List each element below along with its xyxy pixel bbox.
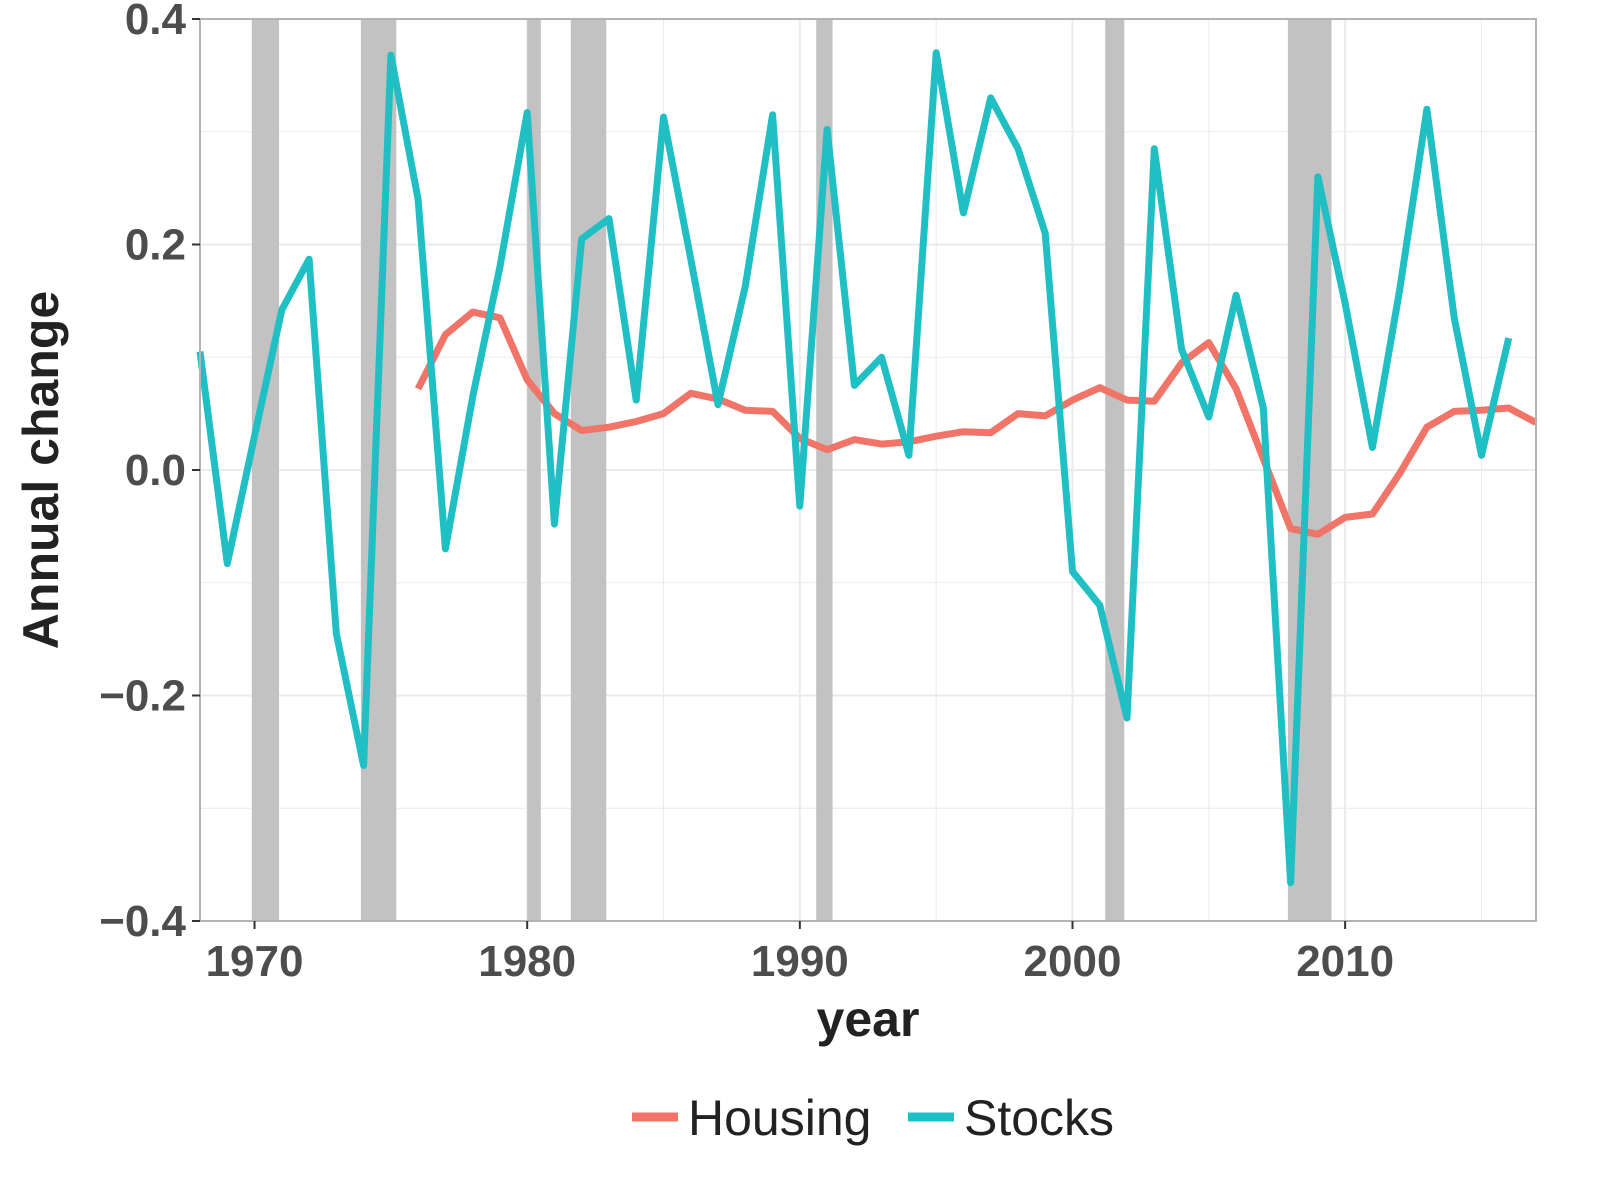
y-axis-title: Annual change (13, 291, 69, 649)
legend-label-stocks: Stocks (964, 1090, 1114, 1146)
y-tick-label: −0.2 (99, 672, 186, 721)
series-line-stocks (196, 49, 1513, 887)
y-axis-ticks: 0.4 0.2 0.0 −0.2 −0.4 (99, 0, 200, 946)
x-tick-label: 2010 (1296, 937, 1394, 986)
y-tick-label: −0.4 (99, 897, 186, 946)
recession-bands (251, 19, 1332, 921)
x-axis-title: year (817, 991, 920, 1047)
x-tick-label: 1990 (751, 937, 849, 986)
x-axis-ticks: 1970 1980 1990 2000 2010 (206, 921, 1394, 986)
recession-band (360, 19, 397, 921)
y-tick-label: 0.4 (125, 0, 187, 44)
legend: Housing Stocks (632, 1090, 1114, 1146)
plot-panel (196, 18, 1538, 922)
series-line-housing (414, 308, 1538, 538)
y-tick-label: 0.2 (125, 221, 186, 270)
x-tick-label: 1970 (206, 937, 304, 986)
x-tick-label: 2000 (1024, 937, 1122, 986)
recession-band (570, 19, 607, 921)
x-tick-label: 1980 (478, 937, 576, 986)
legend-label-housing: Housing (688, 1090, 871, 1146)
recession-band (1105, 19, 1125, 921)
series-lines (196, 49, 1538, 887)
y-tick-label: 0.0 (125, 446, 186, 495)
recession-band (251, 19, 280, 921)
